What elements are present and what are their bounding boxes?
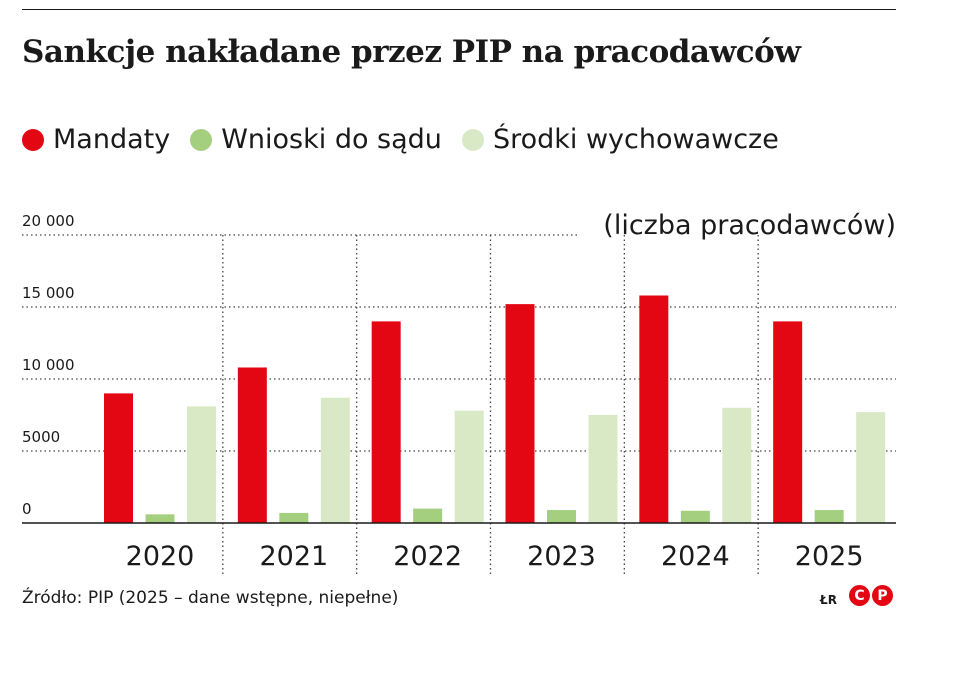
bar	[814, 510, 844, 523]
bar	[588, 415, 618, 523]
chart-title: Sankcje nakładane przez PIP na pracodawc…	[22, 34, 801, 70]
bar	[413, 508, 443, 523]
bar	[680, 510, 710, 523]
bar	[639, 295, 669, 523]
bar	[187, 406, 216, 523]
author-credit: ŁR	[820, 593, 837, 607]
x-tick-label: 2025	[795, 541, 864, 572]
legend-item-wnioski: Wnioski do sądu	[190, 124, 442, 155]
legend-swatch-wnioski	[190, 128, 213, 151]
x-tick-label: 2024	[661, 541, 730, 572]
x-tick-label: 2022	[393, 541, 462, 572]
legend-swatch-mandaty	[22, 128, 44, 151]
legend-label-srodki: Środki wychowawcze	[492, 124, 779, 155]
legend-item-mandaty: Mandaty	[22, 124, 170, 155]
logo-letter-c: C	[849, 585, 870, 606]
bar	[237, 367, 267, 523]
legend-label-mandaty: Mandaty	[53, 124, 171, 155]
legend-swatch-srodki	[461, 128, 484, 151]
logo-letter-p: P	[872, 585, 893, 606]
top-rule	[22, 9, 896, 10]
x-tick-label: 2021	[259, 541, 328, 572]
y-unit-label: (liczba pracodawców)	[603, 210, 896, 241]
bar	[856, 412, 886, 523]
bar-chart: 0 5000 10 000 15 000 20 000 (liczba pracodawc…	[22, 210, 896, 575]
bar	[505, 304, 535, 523]
bar	[104, 393, 133, 523]
legend: Mandaty Wnioski do sądu Środki wychowawc…	[22, 124, 799, 155]
bar	[547, 510, 576, 523]
bar	[279, 512, 309, 523]
y-tick-label: 15 000	[22, 284, 75, 302]
bar	[722, 407, 752, 523]
x-tick-label: 2020	[126, 541, 195, 572]
y-tick-label: 10 000	[22, 356, 75, 374]
bar	[454, 410, 484, 523]
bar	[320, 397, 350, 523]
publisher-logo: C P	[849, 585, 893, 606]
x-tick-label: 2023	[527, 541, 596, 572]
y-tick-label: 0	[22, 500, 32, 518]
legend-label-wnioski: Wnioski do sądu	[221, 124, 442, 155]
y-tick-label: 5000	[22, 428, 60, 446]
bar	[145, 514, 175, 523]
legend-item-srodki: Środki wychowawcze	[461, 124, 779, 155]
bar	[371, 321, 401, 523]
bar	[773, 321, 803, 523]
y-tick-label: 20 000	[22, 212, 75, 230]
source-note: Źródło: PIP (2025 – dane wstępne, niepeł…	[22, 588, 399, 608]
